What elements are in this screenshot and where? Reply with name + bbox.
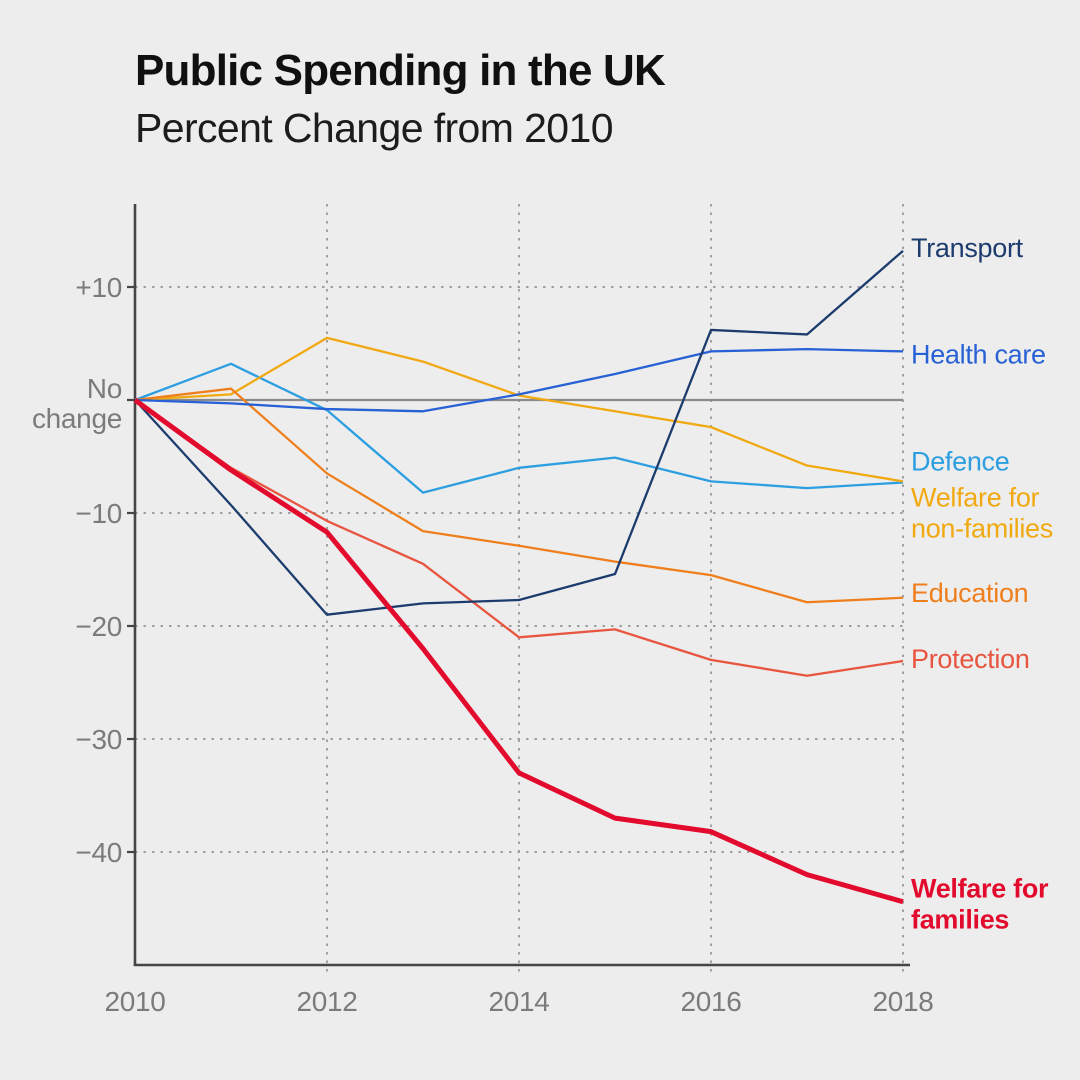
series-label-welfare-families: families: [911, 905, 1009, 935]
series-label-health-care: Health care: [911, 339, 1046, 369]
series-label-welfare-non-families: Welfare for: [911, 482, 1040, 512]
y-tick-label--40: −40: [75, 837, 122, 868]
y-tick-label--30: −30: [75, 724, 122, 755]
series-label-education: Education: [911, 578, 1028, 608]
series-label-transport: Transport: [911, 233, 1024, 263]
y-tick-label--10: −10: [75, 498, 122, 529]
series-label-welfare-non-families: non-families: [911, 513, 1053, 543]
x-tick-label-2014: 2014: [488, 986, 549, 1017]
series-line-protection: [134, 399, 904, 677]
y-tick-label-10: +10: [75, 272, 122, 303]
y-tick-label--20: −20: [75, 611, 122, 642]
x-tick-label-2010: 2010: [104, 986, 165, 1017]
y-tick-label-0: change: [32, 403, 122, 434]
series-line-defence: [134, 362, 904, 494]
series-label-protection: Protection: [911, 644, 1030, 674]
chart-subtitle: Percent Change from 2010: [135, 105, 614, 151]
x-tick-label-2012: 2012: [296, 986, 357, 1017]
series-label-defence: Defence: [911, 446, 1009, 476]
series-label-welfare-families: Welfare for: [911, 874, 1049, 904]
x-tick-label-2018: 2018: [872, 986, 933, 1017]
x-tick-label-2016: 2016: [680, 986, 741, 1017]
series-line-welfare-families: [133, 397, 904, 905]
y-tick-label-0: No: [87, 373, 122, 404]
chart-title: Public Spending in the UK: [135, 46, 666, 95]
series-line-transport: [134, 249, 904, 616]
series-line-education: [134, 387, 904, 604]
series-line-health-care: [134, 347, 904, 413]
